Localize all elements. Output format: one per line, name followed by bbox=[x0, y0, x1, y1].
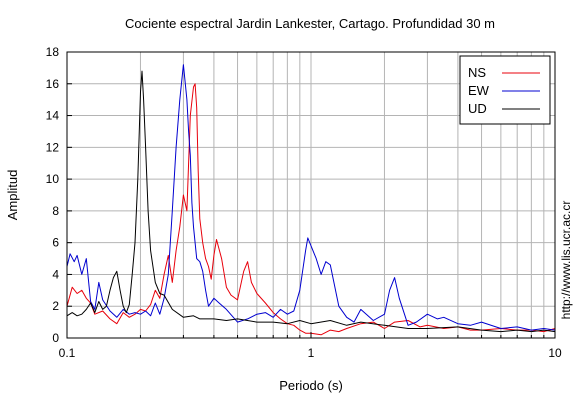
y-tick-label: 14 bbox=[46, 109, 60, 123]
legend-label-ud: UD bbox=[468, 101, 487, 116]
y-tick-label: 6 bbox=[52, 236, 59, 250]
x-tick-label: 10 bbox=[548, 346, 562, 360]
chart-title: Cociente espectral Jardin Lankester, Car… bbox=[125, 16, 495, 31]
y-axis-title: Amplitud bbox=[5, 170, 20, 221]
y-tick-label: 2 bbox=[52, 299, 59, 313]
axis-ticks: 0 2 4 6 8 10 12 14 16 18 0.1 1 10 bbox=[46, 45, 562, 360]
series-line-ns bbox=[66, 83, 556, 336]
x-tick-label: 0.1 bbox=[59, 346, 76, 360]
legend-label-ew: EW bbox=[468, 83, 490, 98]
series-line-ud bbox=[66, 70, 556, 333]
series-lines bbox=[66, 64, 556, 336]
y-tick-label: 4 bbox=[52, 267, 59, 281]
grid-lines bbox=[67, 52, 555, 338]
y-tick-label: 10 bbox=[46, 172, 60, 186]
legend: NS EW UD bbox=[459, 55, 551, 125]
y-tick-label: 12 bbox=[46, 140, 60, 154]
side-url-text: http://www.lis.ucr.ac.cr bbox=[559, 201, 573, 320]
y-tick-label: 16 bbox=[46, 77, 60, 91]
y-tick-label: 18 bbox=[46, 45, 60, 59]
x-axis-title: Periodo (s) bbox=[279, 378, 343, 393]
series-line-ew bbox=[66, 64, 556, 331]
legend-label-ns: NS bbox=[468, 65, 486, 80]
legend-box bbox=[459, 55, 551, 125]
y-tick-label: 0 bbox=[52, 331, 59, 345]
x-tick-label: 1 bbox=[308, 346, 315, 360]
y-tick-label: 8 bbox=[52, 204, 59, 218]
